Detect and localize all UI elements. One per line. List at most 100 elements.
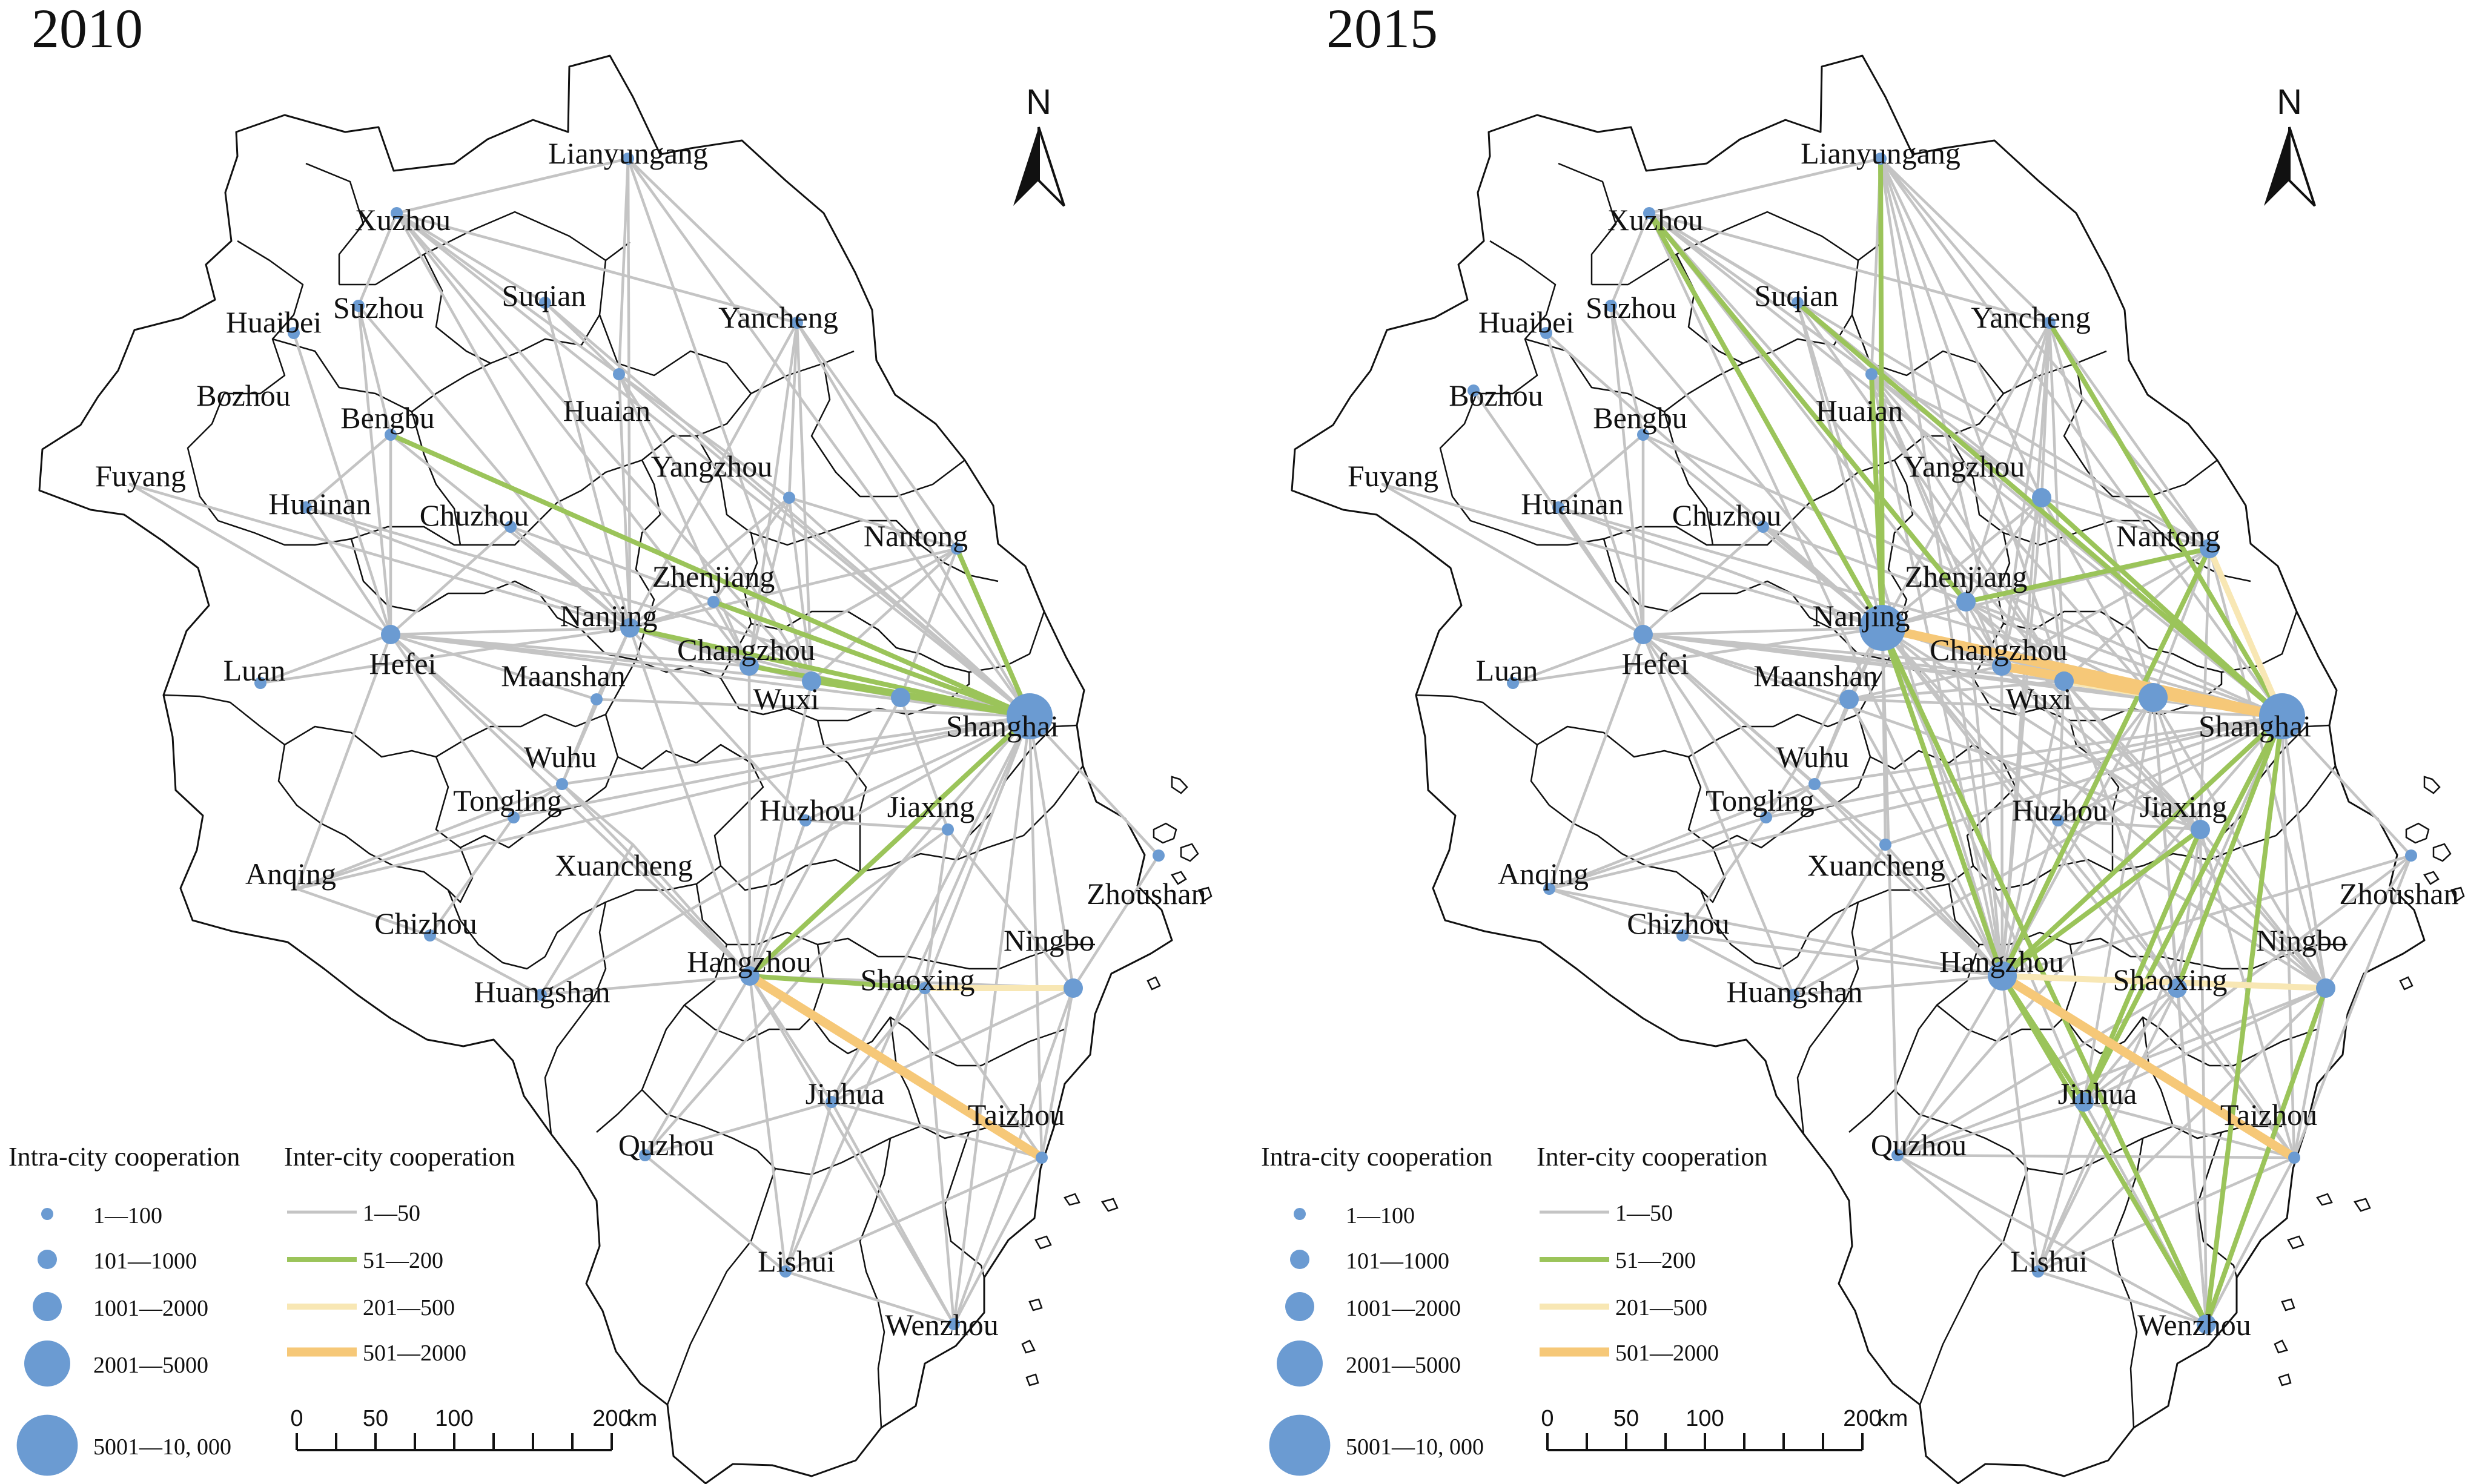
inter-city-link: [1881, 626, 2179, 990]
inter-city-link: [748, 819, 807, 978]
city-label-shaoxing: Shaoxing: [2113, 963, 2228, 997]
city-label-hefei: Hefei: [1621, 647, 1689, 681]
city-label-lishui: Lishui: [2010, 1244, 2088, 1278]
inter-city-link: [2048, 321, 2155, 699]
inter-city-link: [2056, 679, 2066, 822]
inter-city-link: [1881, 626, 2202, 831]
city-node-nanjing: [620, 618, 640, 638]
city-label-nantong: Nantong: [864, 519, 968, 553]
inter-city-link-hangzhou-taizhou: [745, 971, 1047, 1162]
inter-city-link: [1609, 304, 1884, 630]
north-arrow-outline-icon: [1037, 127, 1065, 207]
city-boundary-line: [2196, 1132, 2238, 1278]
city-node-bengbu: [1637, 429, 1649, 441]
inter-city-link: [1896, 1100, 2086, 1157]
city-label-ningbo: Ningbo: [1004, 923, 1094, 957]
inter-city-link: [1847, 697, 2004, 978]
legend-inter-class-label: 51—200: [363, 1248, 443, 1273]
city-node-hefei: [1633, 625, 1653, 644]
inter-city-link: [787, 496, 813, 683]
island-outline: [1153, 822, 1177, 844]
inter-city-links-strong: [388, 432, 1076, 1162]
city-label-ningbo: Ningbo: [2256, 923, 2347, 957]
inter-city-link: [395, 157, 630, 215]
inter-city-link-jinhua-jiaxing: [2082, 827, 2203, 1104]
city-boundary-line: [750, 519, 999, 582]
city-label-bengbu: Bengbu: [1593, 401, 1687, 435]
city-label-quzhou: Quzhou: [618, 1128, 714, 1162]
city-label-xuzhou: Xuzhou: [355, 203, 451, 237]
city-label-shanghai: Shanghai: [2199, 709, 2311, 743]
inter-city-link: [1647, 211, 2043, 500]
inter-city-link: [259, 633, 392, 685]
city-label-chuzhou: Chuzhou: [1672, 498, 1782, 532]
city-label-tongling: Tongling: [453, 783, 562, 817]
inter-city-link: [1511, 633, 1645, 685]
inter-city-link: [2056, 819, 2202, 831]
city-boundary-line: [641, 1089, 1030, 1176]
island-outline: [2281, 1298, 2295, 1311]
city-node-lianyungang: [1874, 153, 1887, 165]
inter-city-link: [1547, 887, 1684, 937]
scale-bar-label: 50: [1613, 1406, 1639, 1431]
inter-city-link: [1813, 782, 2004, 978]
legend-intra-class-label: 1001—2000: [93, 1296, 208, 1321]
inter-city-link: [1547, 633, 1645, 891]
island-outline: [1198, 886, 1213, 902]
inter-city-link: [2062, 679, 2179, 990]
inter-city-link: [784, 1270, 956, 1326]
city-label-changzhou: Changzhou: [1930, 633, 2068, 667]
legend-node-symbol: [33, 1292, 62, 1321]
island-outline: [2432, 843, 2452, 862]
inter-city-link: [830, 986, 927, 1104]
inter-city-link: [1647, 157, 1882, 215]
inter-city-link-ningbo-wenzhou: [2204, 986, 2328, 1327]
city-node-jiaxing: [942, 823, 954, 836]
inter-city-link: [1557, 506, 2284, 718]
inter-city-link: [357, 304, 392, 636]
inter-city-link: [923, 986, 1044, 1159]
inter-city-link-nantong-shanghai: [2206, 546, 2285, 719]
legend-intra-class-label: 2001—5000: [93, 1353, 208, 1378]
city-label-lianyungang: Lianyungang: [548, 136, 708, 170]
inter-city-link: [1609, 211, 1651, 308]
legend-node-symbol: [1294, 1208, 1306, 1220]
inter-city-link: [1881, 321, 2051, 630]
inter-city-link: [1881, 626, 2296, 1159]
inter-city-link: [2000, 974, 2040, 1273]
city-node-shaoxing: [919, 982, 931, 994]
city-boundary-line: [1700, 847, 1726, 903]
inter-city-link: [1796, 301, 2066, 683]
city-label-suzhou: Suzhou: [333, 291, 424, 325]
legend-node-symbol: [38, 1250, 57, 1269]
inter-city-link: [428, 816, 515, 937]
inter-city-link: [509, 525, 632, 630]
inter-city-link: [1647, 211, 2004, 978]
city-node-suqian: [539, 297, 551, 309]
inter-city-link: [295, 633, 392, 891]
island-outline: [2450, 886, 2465, 902]
inter-city-link: [617, 157, 630, 376]
inter-city-link: [304, 506, 392, 636]
legend-node-symbol: [16, 1414, 78, 1476]
inter-city-link-wenzhou-shanghai: [2204, 714, 2285, 1327]
city-node-lishui: [779, 1265, 792, 1278]
inter-city-link: [595, 697, 1031, 718]
inter-city-link: [795, 321, 1031, 718]
city-label-shaoxing: Shaoxing: [861, 963, 975, 997]
city-boundary-line: [596, 883, 728, 1133]
inter-city-link-hangzhou-taizhou: [1997, 971, 2299, 1162]
inter-city-link: [626, 157, 1031, 718]
inter-city-link: [1896, 1153, 2040, 1273]
inter-city-link: [1028, 714, 1160, 857]
city-node-huzhou: [799, 814, 812, 826]
north-arrow: N: [2264, 82, 2316, 207]
inter-city-link: [389, 626, 632, 636]
north-arrow-outline-icon: [2288, 127, 2316, 207]
city-boundary-line: [1558, 162, 1617, 285]
city-boundary-line: [163, 659, 637, 758]
inter-city-link: [1870, 372, 2211, 550]
inter-city-link: [1964, 321, 2051, 604]
inter-city-link: [1641, 633, 1795, 997]
city-node-xuzhou: [391, 207, 403, 219]
